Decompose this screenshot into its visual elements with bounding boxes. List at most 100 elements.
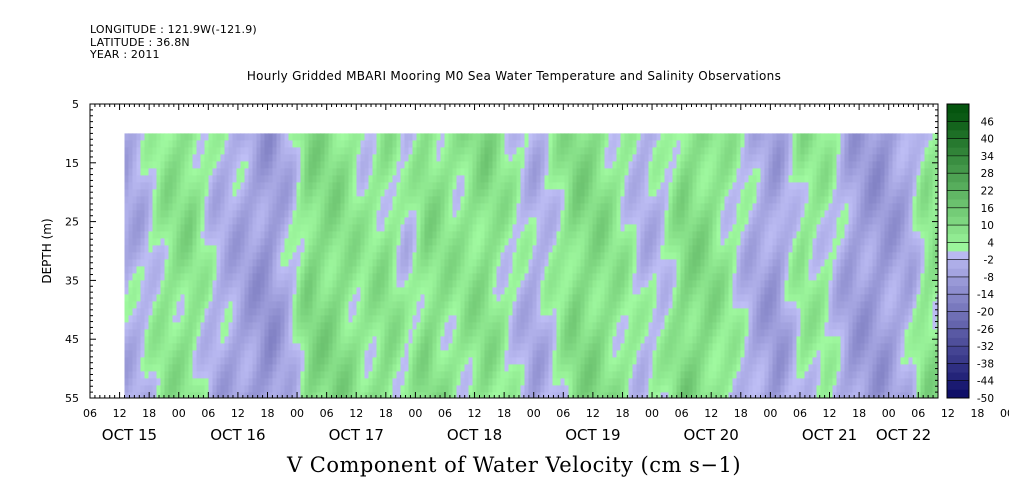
- heatmap-cell: [588, 301, 594, 309]
- heatmap-cell: [596, 203, 602, 211]
- heatmap-cell: [180, 224, 186, 232]
- heatmap-cell: [544, 175, 550, 183]
- heatmap-cell: [268, 259, 274, 267]
- heatmap-cell: [604, 259, 610, 267]
- heatmap-cell: [452, 147, 458, 155]
- heatmap-cell: [520, 357, 526, 365]
- heatmap-cell: [472, 266, 478, 274]
- heatmap-cell: [548, 154, 554, 162]
- heatmap-cell: [556, 259, 562, 267]
- heatmap-cell: [268, 196, 274, 204]
- heatmap-cell: [604, 168, 610, 176]
- heatmap-cell: [328, 308, 334, 316]
- heatmap-cell: [528, 217, 534, 225]
- heatmap-cell: [340, 196, 346, 204]
- heatmap-cell: [632, 329, 638, 337]
- heatmap-cell: [336, 336, 342, 344]
- heatmap-cell: [508, 301, 514, 309]
- heatmap-cell: [168, 266, 174, 274]
- heatmap-cell: [576, 175, 582, 183]
- heatmap-cell: [428, 350, 434, 358]
- heatmap-cell: [296, 224, 302, 232]
- heatmap-cell: [280, 238, 286, 246]
- heatmap-cell: [348, 294, 354, 302]
- heatmap-cell: [640, 238, 646, 246]
- heatmap-cell: [584, 196, 590, 204]
- heatmap-cell: [620, 147, 626, 155]
- heatmap-cell: [264, 252, 270, 260]
- heatmap-cell: [620, 329, 626, 337]
- heatmap-cell: [388, 322, 394, 330]
- heatmap-cell: [216, 147, 222, 155]
- heatmap-cell: [596, 371, 602, 379]
- heatmap-cell: [544, 273, 550, 281]
- heatmap-cell: [248, 147, 254, 155]
- heatmap-cell: [204, 217, 210, 225]
- heatmap-cell: [228, 231, 234, 239]
- heatmap-cell: [344, 154, 350, 162]
- heatmap-cell: [508, 259, 514, 267]
- heatmap-cell: [360, 371, 366, 379]
- heatmap-cell: [160, 301, 166, 309]
- heatmap-cell: [128, 259, 134, 267]
- heatmap-cell: [348, 392, 354, 398]
- heatmap-cell: [164, 140, 170, 148]
- heatmap-cell: [232, 322, 238, 330]
- heatmap-cell: [572, 287, 578, 295]
- heatmap-cell: [472, 161, 478, 169]
- heatmap-cell: [480, 287, 486, 295]
- heatmap-cell: [464, 196, 470, 204]
- heatmap-cell: [352, 322, 358, 330]
- heatmap-cell: [312, 273, 318, 281]
- heatmap-cell: [588, 252, 594, 260]
- heatmap-cell: [416, 364, 422, 372]
- heatmap-cell: [432, 196, 438, 204]
- heatmap-cell: [236, 168, 242, 176]
- heatmap-cell: [632, 364, 638, 372]
- heatmap-cell: [384, 336, 390, 344]
- heatmap-cell: [588, 259, 594, 267]
- heatmap-cell: [464, 252, 470, 260]
- heatmap-cell: [372, 154, 378, 162]
- heatmap-cell: [292, 196, 298, 204]
- heatmap-cell: [136, 273, 142, 281]
- heatmap-cell: [328, 280, 334, 288]
- heatmap-cell: [324, 133, 330, 141]
- heatmap-cell: [224, 287, 230, 295]
- heatmap-cell: [576, 147, 582, 155]
- heatmap-cell: [556, 364, 562, 372]
- heatmap-cell: [560, 182, 566, 190]
- heatmap-cell: [412, 217, 418, 225]
- heatmap-cell: [528, 273, 534, 281]
- heatmap-cell: [544, 287, 550, 295]
- heatmap-cell: [620, 287, 626, 295]
- heatmap-cell: [572, 133, 578, 141]
- heatmap-cell: [344, 322, 350, 330]
- heatmap-cell: [272, 217, 278, 225]
- heatmap-cell: [520, 371, 526, 379]
- heatmap-cell: [152, 182, 158, 190]
- heatmap-cell: [240, 308, 246, 316]
- heatmap-cell: [268, 392, 274, 398]
- heatmap-cell: [520, 364, 526, 372]
- heatmap-cell: [268, 133, 274, 141]
- heatmap-cell: [544, 196, 550, 204]
- heatmap-cell: [624, 189, 630, 197]
- heatmap-cell: [568, 315, 574, 323]
- heatmap-cell: [420, 315, 426, 323]
- heatmap-cell: [180, 350, 186, 358]
- heatmap-cell: [332, 189, 338, 197]
- heatmap-cell: [460, 308, 466, 316]
- heatmap-cell: [544, 217, 550, 225]
- heatmap-cell: [188, 378, 194, 386]
- heatmap-cell: [532, 238, 538, 246]
- latitude-label: LATITUDE : 36.8N: [90, 36, 190, 49]
- heatmap-cell: [196, 280, 202, 288]
- heatmap-cell: [316, 182, 322, 190]
- heatmap-cell: [580, 252, 586, 260]
- heatmap-cell: [212, 168, 218, 176]
- heatmap-cell: [608, 371, 614, 379]
- heatmap-cell: [160, 308, 166, 316]
- heatmap-cell: [560, 189, 566, 197]
- heatmap-cell: [412, 308, 418, 316]
